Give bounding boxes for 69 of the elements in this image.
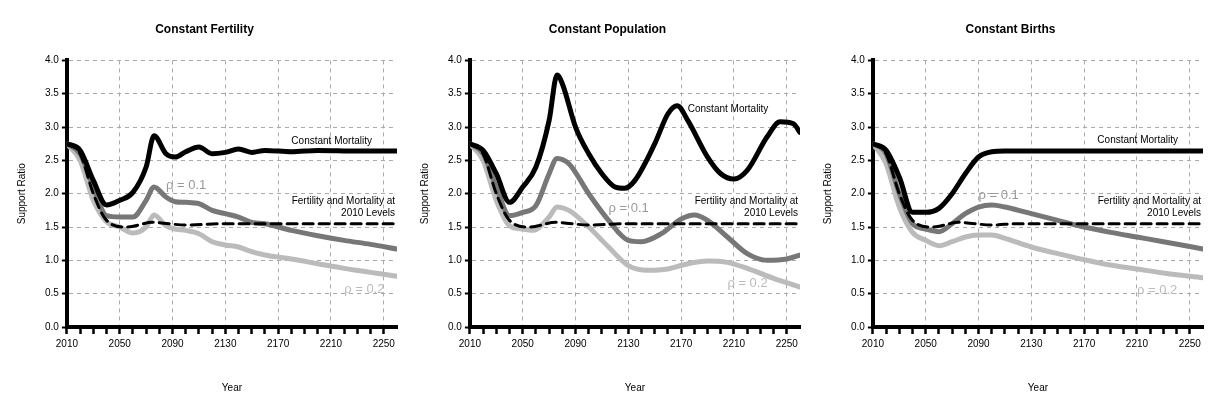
- y-tick-label: 0.5: [448, 287, 463, 299]
- chart-title: Constant Population: [548, 21, 667, 36]
- y-tick-label: 3.5: [851, 87, 866, 99]
- x-tick-label: 2010: [861, 337, 885, 349]
- y-tick-label: 3.0: [45, 120, 60, 132]
- y-tick-label: 0.0: [45, 320, 60, 332]
- annotation: Constant Mortality: [687, 103, 769, 115]
- x-axis-title: Year: [1027, 381, 1049, 393]
- x-tick-label: 2210: [722, 337, 746, 349]
- x-tick-label: 2130: [617, 337, 640, 349]
- x-tick-label: 2210: [319, 337, 343, 349]
- annotation: Fertility and Mortality at 2010 Levels: [291, 194, 396, 218]
- x-tick-label: 2250: [775, 337, 799, 349]
- y-tick-label: 2.0: [448, 187, 463, 199]
- annotation: ρ = 0.1: [608, 200, 649, 216]
- x-tick-label: 2050: [108, 337, 132, 349]
- y-tick-label: 2.5: [851, 154, 866, 166]
- x-tick-label: 2090: [967, 337, 991, 349]
- x-tick-label: 2210: [1125, 337, 1149, 349]
- y-axis-title: Support Ratio: [15, 162, 27, 225]
- y-tick-label: 2.0: [851, 187, 866, 199]
- x-tick-label: 2170: [1073, 337, 1096, 349]
- y-axis-title: Support Ratio: [418, 162, 430, 225]
- x-axis-title: Year: [624, 381, 646, 393]
- x-tick-label: 2010: [55, 337, 79, 349]
- y-tick-label: 1.0: [851, 254, 866, 266]
- y-tick-label: 3.0: [448, 120, 463, 132]
- y-tick-label: 0.0: [851, 320, 866, 332]
- y-tick-label: 2.0: [45, 187, 60, 199]
- annotation: Constant Mortality: [1097, 134, 1178, 146]
- y-tick-label: 0.5: [45, 287, 60, 299]
- y-tick-label: 1.0: [45, 254, 60, 266]
- y-tick-label: 4.0: [851, 54, 866, 66]
- x-tick-label: 2170: [670, 337, 693, 349]
- annotation: ρ = 0.1: [165, 177, 207, 193]
- x-tick-label: 2050: [914, 337, 938, 349]
- y-tick-label: 2.5: [448, 154, 463, 166]
- y-tick-label: 4.0: [448, 54, 463, 66]
- y-tick-label: 2.5: [45, 154, 60, 166]
- annotation: Fertility and Mortality at 2010 Levels: [1097, 194, 1202, 218]
- annotation: ρ = 0.2: [1136, 282, 1178, 298]
- y-axis-title: Support Ratio: [821, 162, 833, 225]
- y-tick-label: 3.5: [45, 87, 60, 99]
- annotation: Constant Mortality: [291, 134, 372, 146]
- x-tick-label: 2090: [564, 337, 588, 349]
- y-tick-label: 1.5: [851, 220, 866, 232]
- x-tick-label: 2010: [458, 337, 482, 349]
- y-tick-label: 1.0: [448, 254, 463, 266]
- x-tick-label: 2250: [372, 337, 396, 349]
- x-axis-title: Year: [221, 381, 243, 393]
- x-tick-label: 2130: [214, 337, 237, 349]
- x-tick-label: 2090: [161, 337, 185, 349]
- annotation: Fertility and Mortality at 2010 Levels: [694, 194, 799, 218]
- x-tick-label: 2170: [267, 337, 290, 349]
- x-tick-label: 2050: [511, 337, 535, 349]
- annotation: ρ = 0.1: [978, 187, 1019, 203]
- x-tick-label: 2250: [1178, 337, 1202, 349]
- y-tick-label: 3.5: [448, 87, 463, 99]
- annotation: ρ = 0.2: [727, 275, 768, 291]
- y-tick-label: 0.5: [851, 287, 866, 299]
- x-tick-label: 2130: [1020, 337, 1043, 349]
- y-tick-label: 1.5: [448, 220, 463, 232]
- chart-title: Constant Fertility: [155, 21, 255, 36]
- y-tick-label: 1.5: [45, 220, 60, 232]
- y-tick-label: 4.0: [45, 54, 60, 66]
- y-tick-label: 3.0: [851, 120, 866, 132]
- annotation: ρ = 0.2: [344, 281, 385, 297]
- y-tick-label: 0.0: [448, 320, 463, 332]
- chart-title: Constant Births: [965, 21, 1056, 36]
